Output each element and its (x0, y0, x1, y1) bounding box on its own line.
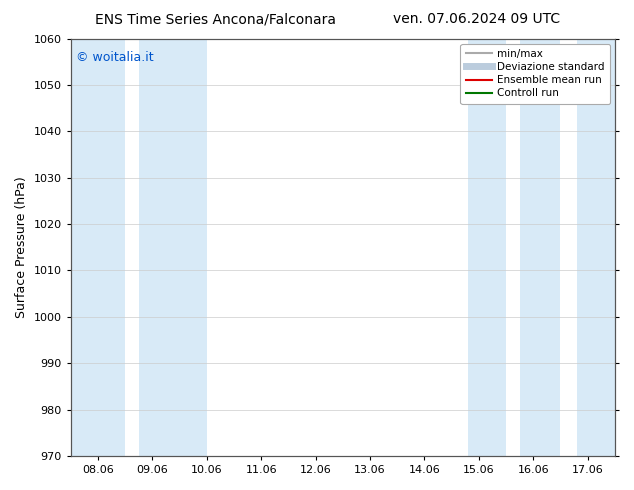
Y-axis label: Surface Pressure (hPa): Surface Pressure (hPa) (15, 176, 28, 318)
Bar (520, 39, 560, 456)
Bar (468, 39, 506, 456)
Text: © woitalia.it: © woitalia.it (76, 51, 154, 64)
Text: ven. 07.06.2024 09 UTC: ven. 07.06.2024 09 UTC (393, 12, 560, 26)
Text: ENS Time Series Ancona/Falconara: ENS Time Series Ancona/Falconara (95, 12, 336, 26)
Bar (139, 39, 207, 456)
Bar (71, 39, 125, 456)
Bar (577, 39, 615, 456)
Legend: min/max, Deviazione standard, Ensemble mean run, Controll run: min/max, Deviazione standard, Ensemble m… (460, 44, 610, 103)
